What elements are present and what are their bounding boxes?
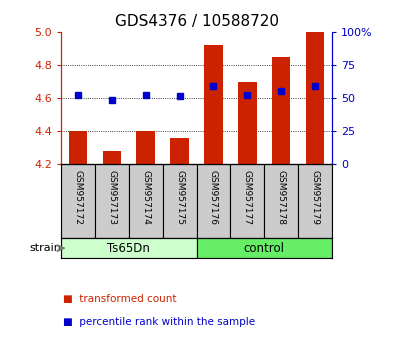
Text: GSM957177: GSM957177 xyxy=(243,170,252,225)
Text: GSM957176: GSM957176 xyxy=(209,170,218,225)
Text: Ts65Dn: Ts65Dn xyxy=(107,242,150,255)
Text: GSM957179: GSM957179 xyxy=(310,170,320,225)
Bar xyxy=(137,131,155,164)
Title: GDS4376 / 10588720: GDS4376 / 10588720 xyxy=(115,14,278,29)
Bar xyxy=(264,164,298,238)
Text: ■  percentile rank within the sample: ■ percentile rank within the sample xyxy=(63,317,255,327)
Bar xyxy=(230,164,264,238)
Text: control: control xyxy=(244,242,285,255)
Bar xyxy=(197,164,230,238)
Bar xyxy=(204,45,223,164)
Text: GSM957172: GSM957172 xyxy=(73,170,83,225)
Bar xyxy=(61,164,95,238)
Bar xyxy=(129,164,163,238)
Text: strain: strain xyxy=(29,243,61,253)
Bar xyxy=(163,164,197,238)
Bar xyxy=(197,238,332,258)
Bar xyxy=(103,151,121,164)
Text: GSM957174: GSM957174 xyxy=(141,170,150,225)
Bar xyxy=(272,57,290,164)
Text: GSM957175: GSM957175 xyxy=(175,170,184,225)
Bar xyxy=(306,32,324,164)
Bar xyxy=(61,238,197,258)
Bar xyxy=(170,138,189,164)
Bar xyxy=(298,164,332,238)
Bar xyxy=(238,81,256,164)
Text: ■  transformed count: ■ transformed count xyxy=(63,294,177,304)
Bar xyxy=(69,131,87,164)
Text: GSM957178: GSM957178 xyxy=(276,170,286,225)
Bar xyxy=(95,164,129,238)
Text: GSM957173: GSM957173 xyxy=(107,170,117,225)
